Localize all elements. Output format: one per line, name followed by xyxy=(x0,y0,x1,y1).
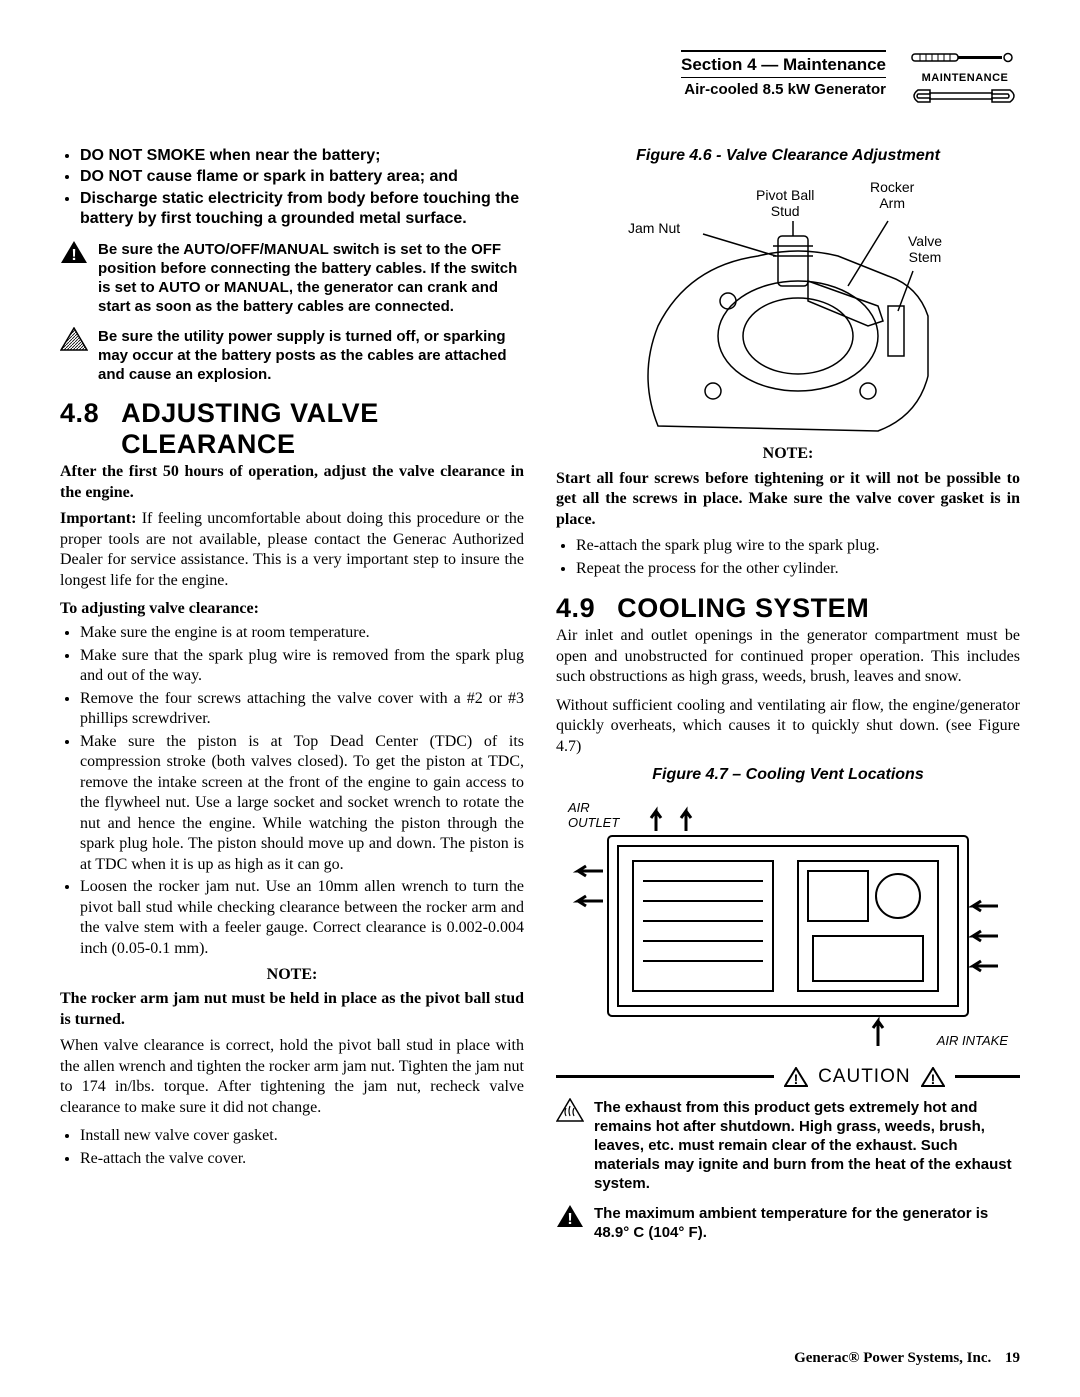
air-intake-label: AIR INTAKE xyxy=(937,1033,1008,1048)
procedure-step: Make sure the engine is at room temperat… xyxy=(80,623,524,643)
warning-block: Be sure the utility power supply is turn… xyxy=(60,327,524,385)
section-4-9-heading: 4.9 COOLING SYSTEM xyxy=(556,593,1020,624)
svg-text:!: ! xyxy=(794,1071,799,1087)
warning-triangle-hatched-icon xyxy=(60,327,88,351)
header-titles: Section 4 — Maintenance Air-cooled 8.5 k… xyxy=(681,50,886,101)
warning-text: Be sure the utility power supply is turn… xyxy=(98,327,524,385)
svg-text:!: ! xyxy=(567,1211,572,1228)
footer-company: Generac® Power Systems, Inc. xyxy=(794,1350,991,1366)
procedure-step: Re-attach the valve cover. xyxy=(80,1149,524,1169)
post-list: Re-attach the spark plug wire to the spa… xyxy=(556,536,1020,579)
screwdriver-icon xyxy=(910,50,1020,64)
section-title-text: COOLING SYSTEM xyxy=(617,593,869,624)
sub-title: Air-cooled 8.5 kW Generator xyxy=(681,78,886,101)
warning-triangle-icon: ! xyxy=(556,1204,584,1228)
section-number: 4.8 xyxy=(60,398,99,460)
procedure-step: Loosen the rocker jam nut. Use an 10mm a… xyxy=(80,877,524,959)
procedure-step: Make sure that the spark plug wire is re… xyxy=(80,646,524,687)
section-title: Section 4 — Maintenance xyxy=(681,50,886,78)
caution-bar: ! CAUTION ! xyxy=(556,1066,1020,1088)
note-label: NOTE: xyxy=(556,444,1020,464)
safety-bullet: Discharge static electricity from body b… xyxy=(80,189,524,230)
safety-bullet: DO NOT SMOKE when near the battery; xyxy=(80,146,524,166)
svg-text:!: ! xyxy=(71,247,76,264)
warning-block: ! Be sure the AUTO/OFF/MANUAL switch is … xyxy=(60,240,524,317)
page-footer: Generac® Power Systems, Inc. 19 xyxy=(794,1350,1020,1367)
wrench-icon xyxy=(910,86,1020,106)
caution-label: CAUTION xyxy=(818,1066,911,1088)
caution-block: ! The maximum ambient temperature for th… xyxy=(556,1204,1020,1242)
caution-line xyxy=(955,1075,1020,1078)
hot-surface-icon xyxy=(556,1098,584,1122)
caution-text: The exhaust from this product gets extre… xyxy=(594,1098,1020,1194)
jam-nut-label: Jam Nut xyxy=(628,221,680,236)
figure-4-6: Jam Nut Pivot Ball Stud Rocker Arm Valve… xyxy=(556,176,1020,436)
body-paragraph: Without sufficient cooling and ventilati… xyxy=(556,696,1020,757)
body-paragraph: Air inlet and outlet openings in the gen… xyxy=(556,626,1020,687)
valve-stem-label: Valve Stem xyxy=(908,234,942,265)
subheading: To adjusting valve clearance: xyxy=(60,599,524,619)
safety-bullet-list: DO NOT SMOKE when near the battery; DO N… xyxy=(60,146,524,230)
valve-clearance-diagram: Jam Nut Pivot Ball Stud Rocker Arm Valve… xyxy=(608,176,968,436)
caution-triangle-icon: ! xyxy=(784,1067,808,1087)
left-column: DO NOT SMOKE when near the battery; DO N… xyxy=(60,146,524,1250)
section-4-8-intro: After the first 50 hours of operation, a… xyxy=(60,462,524,503)
content-columns: DO NOT SMOKE when near the battery; DO N… xyxy=(60,146,1020,1250)
procedure-step: Remove the four screws attaching the val… xyxy=(80,689,524,730)
safety-bullet: DO NOT cause flame or spark in battery a… xyxy=(80,167,524,187)
figure-4-7: AIR OUTLET AIR INTAKE xyxy=(556,796,1020,1056)
figure-4-7-title: Figure 4.7 – Cooling Vent Locations xyxy=(556,765,1020,785)
procedure-step: Make sure the piston is at Top Dead Cent… xyxy=(80,732,524,875)
warning-triangle-icon: ! xyxy=(60,240,88,264)
caution-triangle-icon: ! xyxy=(921,1067,945,1087)
procedure-step: Re-attach the spark plug wire to the spa… xyxy=(576,536,1020,556)
caution-line xyxy=(556,1075,774,1078)
section-4-8-heading: 4.8 ADJUSTING VALVE CLEARANCE xyxy=(60,398,524,460)
warning-text: Be sure the AUTO/OFF/MANUAL switch is se… xyxy=(98,240,524,317)
note-text: Start all four screws before tightening … xyxy=(556,469,1020,530)
body-paragraph: When valve clearance is correct, hold th… xyxy=(60,1036,524,1118)
maintenance-label: MAINTENANCE xyxy=(910,72,1020,84)
caution-text: The maximum ambient temperature for the … xyxy=(594,1204,1020,1242)
section-title-text: ADJUSTING VALVE CLEARANCE xyxy=(121,398,524,460)
note-text: The rocker arm jam nut must be held in p… xyxy=(60,989,524,1030)
air-outlet-label: AIR OUTLET xyxy=(568,800,619,830)
right-column: Figure 4.6 - Valve Clearance Adjustment xyxy=(556,146,1020,1250)
svg-text:!: ! xyxy=(930,1071,935,1087)
procedure-list: Make sure the engine is at room temperat… xyxy=(60,623,524,959)
page-number: 19 xyxy=(1005,1350,1020,1366)
figure-4-6-title: Figure 4.6 - Valve Clearance Adjustment xyxy=(556,146,1020,166)
pivot-ball-stud-label: Pivot Ball Stud xyxy=(756,188,814,219)
procedure-list-2: Install new valve cover gasket. Re-attac… xyxy=(60,1126,524,1169)
maintenance-icon: MAINTENANCE xyxy=(910,50,1020,106)
important-paragraph: Important: If feeling uncomfortable abou… xyxy=(60,509,524,591)
rocker-arm-label: Rocker Arm xyxy=(870,180,914,211)
section-number: 4.9 xyxy=(556,593,595,624)
page-header: Section 4 — Maintenance Air-cooled 8.5 k… xyxy=(60,50,1020,106)
procedure-step: Install new valve cover gasket. xyxy=(80,1126,524,1146)
note-label: NOTE: xyxy=(60,965,524,985)
caution-block: The exhaust from this product gets extre… xyxy=(556,1098,1020,1194)
procedure-step: Repeat the process for the other cylinde… xyxy=(576,559,1020,579)
cooling-vent-diagram: AIR OUTLET AIR INTAKE xyxy=(568,796,1008,1056)
